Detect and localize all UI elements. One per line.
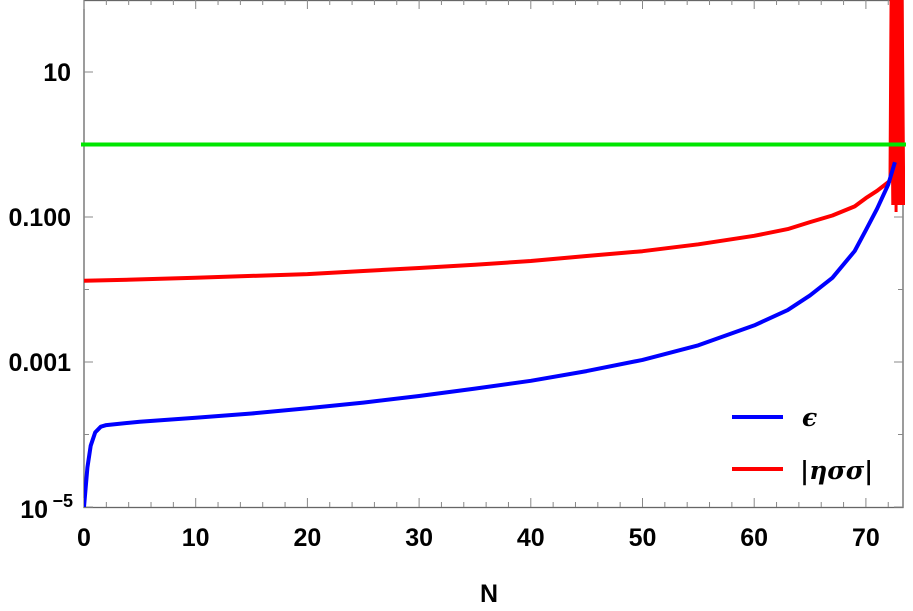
x-tick-labels: 0 10 20 30 40 50 60 70 — [77, 524, 880, 552]
series-eta-sigma-sigma — [84, 178, 892, 283]
axis-ticks — [83, 0, 903, 508]
x-tick-label: 30 — [405, 524, 433, 552]
y-tick-label-1e-5-exponent: −5 — [52, 491, 73, 511]
plot-curves — [81, 0, 906, 507]
x-tick-label: 40 — [517, 524, 545, 552]
x-tick-label: 0 — [77, 524, 91, 552]
y-tick-label-0.100: 0.100 — [8, 204, 71, 232]
x-axis-title: N — [480, 580, 498, 608]
plot-frame — [83, 0, 904, 509]
series-group — [84, 0, 905, 507]
legend: ϵ |ησσ| — [732, 403, 873, 485]
x-tick-label: 70 — [852, 524, 880, 552]
x-tick-label: 20 — [293, 524, 321, 552]
plot-border — [83, 0, 904, 509]
legend-label-epsilon: ϵ — [802, 403, 817, 432]
series-epsilon — [84, 161, 897, 507]
x-tick-label: 60 — [740, 524, 768, 552]
x-tick-label: 10 — [182, 524, 210, 552]
x-tick-label: 50 — [629, 524, 657, 552]
y-tick-label-1e-5-base: 10 — [20, 496, 48, 524]
y-tick-label-0.001: 0.001 — [8, 349, 71, 377]
series-eta-oscillation-fill — [891, 0, 903, 160]
legend-label-eta-sigma-sigma: |ησσ| — [800, 456, 873, 485]
y-tick-label-10: 10 — [43, 59, 71, 87]
